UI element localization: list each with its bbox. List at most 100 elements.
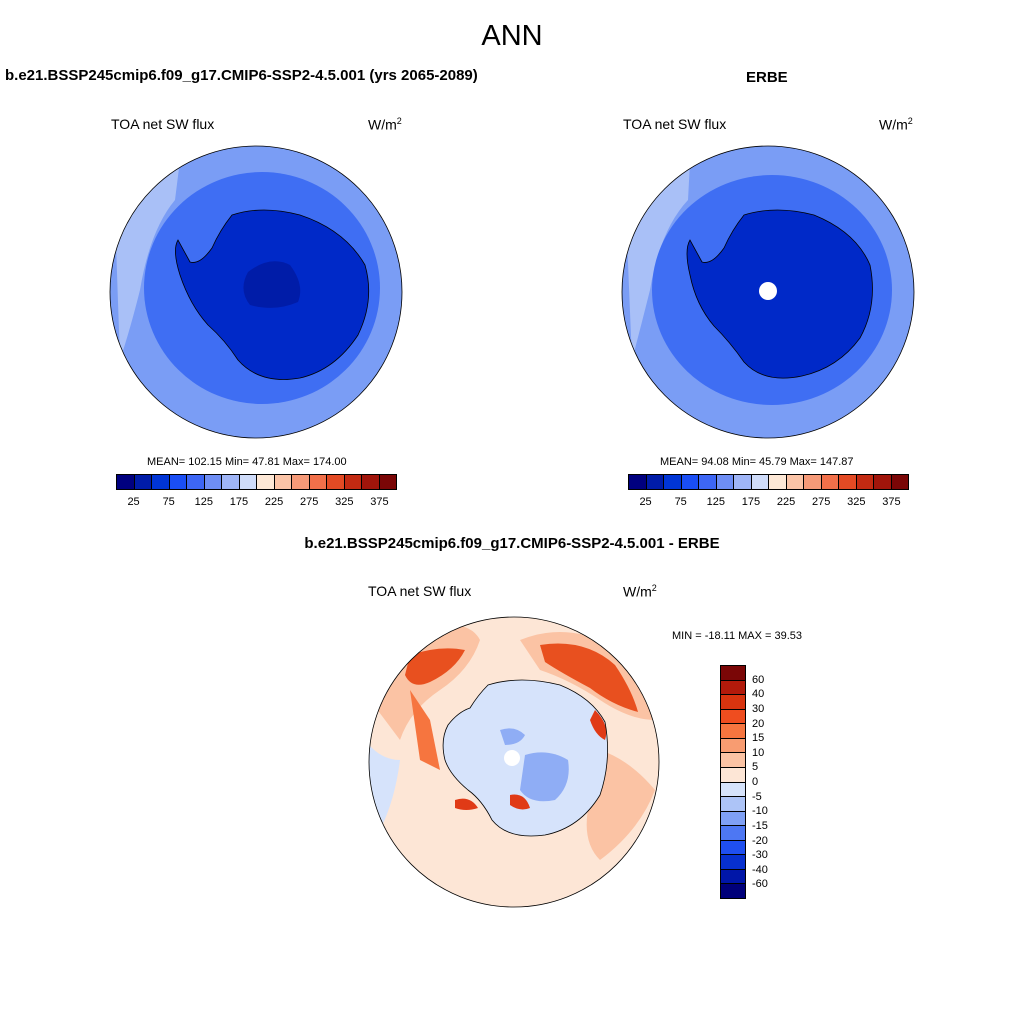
panel2-colorbar-ticks: 25 75 125 175 225 275 325 375: [628, 496, 909, 510]
panel3-colorbar-tick-label: 0: [752, 776, 759, 788]
panel2-colorbar-swatch: [874, 475, 892, 489]
panel3-colorbar-swatch: [721, 767, 745, 783]
panel3-colorbar-tick-label: -30: [752, 849, 768, 862]
panel1-colorbar-swatch: [344, 475, 362, 489]
panel2-variable-label: TOA net SW flux: [623, 116, 727, 132]
panel3-colorbar-tick-label: 30: [752, 702, 765, 715]
panel2-title: ERBE: [746, 69, 788, 86]
panel3-map-fill: [369, 617, 659, 907]
panel2-colorbar-tick-label: 75: [674, 496, 687, 508]
panel1-colorbar-ticks: 25 75 125 175 225 275 325 375: [116, 496, 397, 510]
panel1-colorbar-swatch: [327, 475, 345, 489]
panel3-colorbar-tick-label: -10: [752, 805, 768, 818]
panel2-colorbar-swatch: [856, 475, 874, 489]
panel2-unit-label: W/m2: [879, 116, 913, 133]
panel2-stats: MEAN= 94.08 Min= 45.79 Max= 147.87: [660, 456, 854, 468]
panel3-colorbar-swatch: [721, 782, 745, 798]
panel1-colorbar-tick-label: 175: [229, 496, 249, 508]
panel1-variable-label: TOA net SW flux: [111, 116, 215, 132]
panel1-colorbar-swatch: [309, 475, 327, 489]
panel3-colorbar-tick-label: -20: [752, 834, 768, 847]
panel2-colorbar-tick-label: 25: [639, 496, 652, 508]
panel3-colorbar-tick-label: 40: [752, 688, 765, 701]
panel1-colorbar-swatch: [292, 475, 310, 489]
panel1-colorbar-swatch: [152, 475, 170, 489]
panel2-colorbar-swatch: [751, 475, 769, 489]
panel1-colorbar-swatch: [274, 475, 292, 489]
panel3-colorbar-ticks: 60 40 30 20 15 10 5 0 -5 -10 -15 -20 -30 -40 -60: [752, 665, 792, 899]
panel1-colorbar-swatch: [362, 475, 380, 489]
panel1-colorbar-tick-label: 325: [335, 496, 354, 508]
panel2-colorbar-tick-label: 175: [741, 496, 761, 508]
panel2-colorbar-swatch: [664, 475, 682, 489]
panel3-unit-label: W/m2: [623, 583, 657, 600]
panel3-title: b.e21.BSSP245cmip6.f09_g17.CMIP6-SSP2-4.…: [304, 535, 720, 552]
panel3-coastline: [442, 679, 608, 837]
panel1-colorbar: [116, 474, 397, 490]
panel3-colorbar-swatch: [721, 840, 745, 856]
panel2-colorbar-tick-label: 325: [847, 496, 866, 508]
panel3-colorbar-tick-label: 5: [752, 761, 759, 774]
panel3-colorbar-swatch: [721, 811, 745, 827]
panel2-colorbar-tick-label: 125: [706, 496, 725, 508]
panel2-coastline: [686, 209, 873, 379]
panel2-colorbar-swatch: [699, 475, 717, 489]
panel1-colorbar-swatch: [204, 475, 222, 489]
panel1-colorbar-tick-label: 125: [194, 496, 213, 508]
panel2-colorbar-swatch: [734, 475, 752, 489]
panel1-colorbar-swatch: [169, 475, 187, 489]
panel2-colorbar-tick-label: 375: [882, 496, 901, 508]
panel3-colorbar-swatch: [721, 695, 745, 710]
panel2-map-fill: [622, 146, 914, 438]
panel2-colorbar-swatch: [804, 475, 822, 489]
panel3-colorbar-tick-label: 15: [752, 732, 765, 745]
panel2-colorbar-swatch: [786, 475, 804, 489]
panel3-colorbar-swatch: [721, 709, 745, 725]
panel2-colorbar: [628, 474, 909, 490]
panel1-colorbar-swatch: [117, 475, 135, 489]
panel3-variable-label: TOA net SW flux: [368, 583, 472, 599]
panel3-stats: MIN = -18.11 MAX = 39.53: [672, 630, 803, 642]
panel3-colorbar-swatch: [721, 855, 745, 870]
panel3-colorbar-swatch: [721, 869, 745, 885]
panel3-colorbar-swatch: [721, 826, 745, 841]
panel1-map-fill: [110, 146, 402, 438]
panel3-colorbar-swatch: [721, 666, 745, 681]
panel2-colorbar-swatch: [646, 475, 664, 489]
panel1-colorbar-tick-label: 25: [127, 496, 140, 508]
panel3-colorbar-tick-label: -15: [752, 819, 768, 832]
panel2-colorbar-swatch: [839, 475, 857, 489]
panel1-colorbar-swatch: [134, 475, 152, 489]
figure-title: ANN: [481, 20, 543, 52]
panel3-colorbar-tick-label: 20: [752, 717, 765, 730]
panel1-coastline: [175, 209, 370, 380]
panel1-colorbar-swatch: [222, 475, 240, 489]
panel3-colorbar-swatch: [721, 797, 745, 812]
panel1-stats: MEAN= 102.15 Min= 47.81 Max= 174.00: [147, 456, 347, 468]
panel1-colorbar-swatch: [257, 475, 275, 489]
panel1-colorbar-swatch: [187, 475, 205, 489]
panel3-colorbar-tick-label: -5: [752, 790, 762, 803]
panel1-colorbar-tick-label: 375: [370, 496, 389, 508]
panel2-colorbar-swatch: [681, 475, 699, 489]
panel3-colorbar-tick-label: -40: [752, 863, 768, 876]
panel3-colorbar-swatch: [721, 753, 745, 768]
panel2-colorbar-tick-label: 225: [776, 496, 796, 508]
panel1-unit-label: W/m2: [368, 116, 402, 133]
panel1-colorbar-swatch: [379, 475, 396, 489]
panel3-colorbar-tick-label: 60: [752, 673, 765, 686]
panel1-colorbar-tick-label: 225: [264, 496, 284, 508]
panel3-colorbar-tick-label: 10: [752, 746, 765, 759]
panel1-colorbar-tick-label: 75: [162, 496, 175, 508]
panel1-colorbar-tick-label: 275: [300, 496, 319, 508]
panel3-colorbar-swatch: [721, 680, 745, 696]
panel3-colorbar: [720, 665, 746, 899]
panel3-colorbar-swatch: [721, 724, 745, 739]
panel2-colorbar-swatch: [716, 475, 734, 489]
panel3-colorbar-swatch: [721, 884, 745, 898]
panel3-colorbar-tick-label: -60: [752, 878, 768, 891]
panel2-colorbar-swatch: [821, 475, 839, 489]
panel2-colorbar-swatch: [891, 475, 908, 489]
panel2-colorbar-swatch: [629, 475, 647, 489]
